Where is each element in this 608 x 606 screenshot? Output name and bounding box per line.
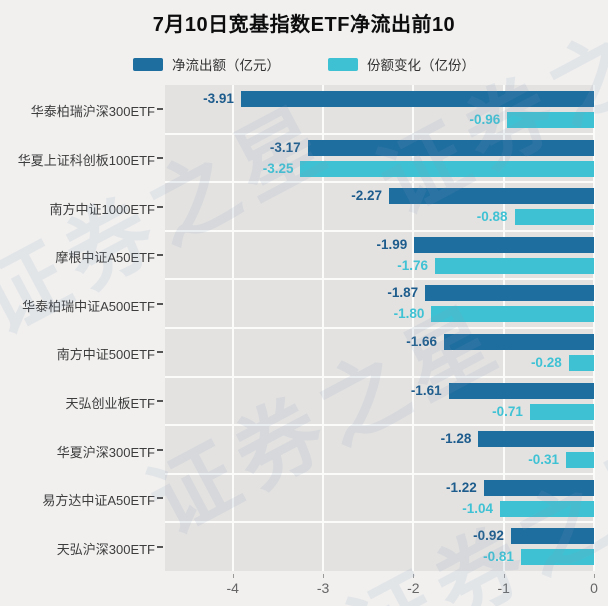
x-tick-mark [503,574,505,578]
net-outflow-value-6: -1.61 [410,382,442,398]
legend: 净流出额（亿元） 份额变化（亿份） [0,54,608,74]
share-change-bar-4 [431,306,594,323]
net-outflow-value-1: -3.17 [269,139,301,155]
legend-label-net-outflow: 净流出额（亿元） [172,58,280,73]
category-tick [157,254,163,257]
share-change-bar-6 [529,403,594,420]
x-tick-label: -1 [497,580,510,596]
category-label-8: 易方达中证A50ETF [42,493,155,509]
net-outflow-value-9: -0.92 [473,528,504,544]
net-outflow-value-3: -1.99 [376,236,408,252]
category-label-7: 华夏沪深300ETF [56,444,155,460]
net-outflow-value-7: -1.28 [440,431,472,447]
net-outflow-value-5: -1.66 [406,334,438,349]
share-change-value-7: -0.31 [528,452,560,468]
gridline-vertical [593,85,595,571]
share-change-value-6: -0.71 [492,403,523,419]
share-change-bar-7 [566,452,594,469]
share-change-bar-1 [300,160,594,177]
x-tick-mark [413,574,415,578]
net-outflow-bar-5 [444,334,594,350]
legend-swatch-net-outflow [133,57,163,71]
chart-title: 7月10日宽基指数ETF净流出前10 [152,14,456,36]
category-label-3: 摩根中证A50ETF [55,250,155,266]
net-outflow-bar-7 [478,431,594,448]
gridline-horizontal [165,181,594,184]
category-tick [157,156,163,159]
share-change-value-3: -1.76 [397,257,429,273]
legend-item-net-outflow: 净流出额（亿元） [133,54,280,74]
net-outflow-bar-3 [414,236,594,253]
category-label-2: 南方中证1000ETF [49,201,155,217]
legend-label-share-change: 份额变化（亿份） [367,58,475,73]
category-label-6: 天弘创业板ETF [65,395,155,411]
net-outflow-value-8: -1.22 [446,479,477,495]
gridline-horizontal [165,327,594,329]
share-change-bar-3 [435,257,594,274]
gridline-horizontal [165,472,594,475]
net-outflow-value-0: -3.91 [203,91,234,106]
category-tick [157,205,163,208]
category-label-4: 华泰柏瑞中证A500ETF [22,298,155,314]
net-outflow-bar-1 [307,139,594,156]
gridline-horizontal [165,278,594,281]
x-tick-mark [232,574,234,578]
share-change-bar-2 [514,209,594,226]
net-outflow-bar-4 [425,285,594,302]
gridline-horizontal [165,424,594,427]
category-tick [157,302,163,305]
category-label-9: 天弘沪深300ETF [56,541,155,557]
x-tick-label: 0 [590,580,598,596]
share-change-bar-5 [568,355,594,371]
category-tick [157,545,163,548]
gridline-horizontal [165,375,594,378]
net-outflow-value-4: -1.87 [387,285,419,301]
category-label-0: 华泰柏瑞沪深300ETF [30,104,155,120]
category-tick [157,448,163,451]
share-change-value-0: -0.96 [469,112,501,127]
net-outflow-value-2: -2.27 [351,188,382,204]
net-outflow-bar-2 [388,188,594,205]
x-tick-mark [594,574,595,578]
gridline-horizontal [165,132,594,135]
net-outflow-bar-9 [510,528,594,545]
gridline-horizontal [165,229,594,232]
category-label-5: 南方中证500ETF [56,347,155,363]
share-change-value-8: -1.04 [462,500,494,516]
share-change-value-4: -1.80 [393,306,425,322]
x-tick-mark [323,574,325,578]
share-change-value-9: -0.81 [483,549,514,565]
category-tick [157,497,163,500]
legend-swatch-share-change [328,57,358,71]
category-tick [157,108,163,111]
share-change-value-5: -0.28 [530,355,562,370]
share-change-value-2: -0.88 [476,209,508,225]
x-tick-label: -3 [316,580,330,596]
share-change-bar-8 [500,500,594,517]
x-tick-label: -4 [226,580,239,596]
share-change-value-1: -3.25 [262,160,294,176]
net-outflow-bar-6 [448,382,594,399]
net-outflow-bar-0 [240,91,594,107]
category-label-1: 华夏上证科创板100ETF [17,152,155,168]
share-change-bar-0 [507,112,594,128]
gridline-horizontal [165,521,594,524]
category-tick [157,399,163,402]
net-outflow-bar-8 [483,479,594,496]
legend-item-share-change: 份额变化（亿份） [328,54,475,74]
x-tick-label: -2 [407,580,420,596]
category-tick [157,351,163,354]
share-change-bar-9 [520,549,594,566]
plot-area: -3.91 -0.96 -3.17 -3.25 -2.27 -0.88 -1.99 -1.76… [165,85,595,571]
